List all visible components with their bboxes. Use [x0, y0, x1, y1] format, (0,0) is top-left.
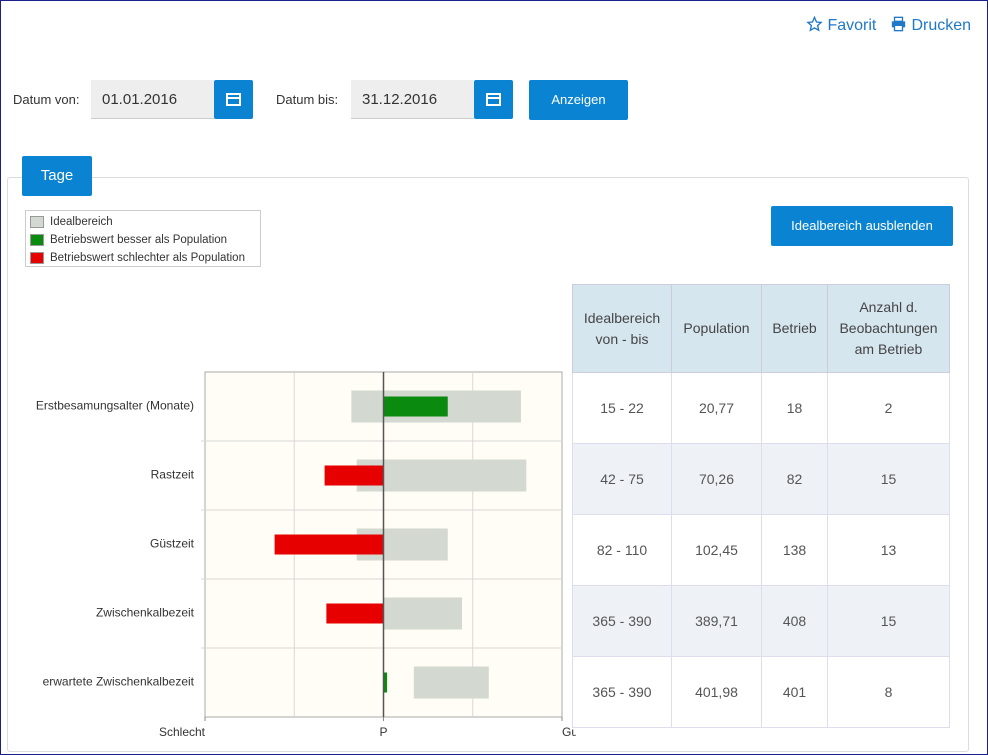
favorite-link[interactable]: Favorit: [806, 15, 877, 35]
legend-label: Betriebswert besser als Population: [50, 234, 228, 246]
table-cell: 15 - 22: [572, 372, 672, 444]
legend-item: Idealbereich: [30, 213, 256, 231]
table-cell: 2: [827, 372, 950, 444]
x-tick-label: P: [379, 725, 387, 739]
print-link[interactable]: Drucken: [890, 16, 971, 35]
column-header: Population: [671, 284, 762, 373]
table-cell: 102,45: [671, 514, 762, 586]
table-cell: 365 - 390: [572, 585, 672, 657]
legend-label: Idealbereich: [50, 216, 113, 228]
legend-item: Betriebswert schlechter als Population: [30, 249, 256, 267]
table-cell: 18: [761, 372, 828, 444]
ideal-bar: [413, 666, 489, 699]
table-cell: 15: [827, 443, 950, 515]
table-cell: 408: [761, 585, 828, 657]
table-cell: 20,77: [671, 372, 762, 444]
table-cell: 70,26: [671, 443, 762, 515]
legend-item: Betriebswert besser als Population: [30, 231, 256, 249]
legend-swatch: [30, 216, 44, 228]
column-header: Idealbereich von - bis: [572, 284, 672, 373]
row-label: Güstzeit: [150, 537, 195, 551]
from-label: Datum von:: [13, 92, 80, 107]
betrieb-bar: [274, 534, 384, 555]
betrieb-bar: [383, 672, 388, 693]
column-header: Anzahl d. Beobachtungen am Betrieb: [827, 284, 950, 373]
favorite-text: Favorit: [827, 17, 877, 34]
row-label: Zwischenkalbezeit: [96, 606, 195, 620]
ideal-bar: [383, 597, 463, 630]
legend: Idealbereich Betriebswert besser als Popu…: [25, 210, 261, 267]
table-cell: 82: [761, 443, 828, 515]
panel: [7, 177, 969, 752]
table-row: 15 - 22 20,77 18 2: [572, 372, 950, 444]
table-row: 82 - 110 102,45 138 13: [572, 514, 950, 586]
from-input[interactable]: 01.01.2016: [91, 80, 214, 119]
submit-button[interactable]: Anzeigen: [529, 80, 628, 120]
table: Idealbereich von - bis Population Betrieb A…: [572, 284, 950, 728]
table-cell: 138: [761, 514, 828, 586]
table-cell: 8: [827, 656, 950, 728]
tab[interactable]: Tage: [22, 156, 92, 196]
column-header: Betrieb: [761, 284, 828, 373]
betrieb-bar: [324, 465, 384, 486]
ideal-bar: [356, 459, 527, 492]
x-tick-label: Gut: [562, 725, 576, 739]
table-row: 365 - 390 389,71 408 15: [572, 585, 950, 657]
chart: Schlecht P Gut Erstbesamungsalter (Monate) R…: [36, 371, 576, 739]
table-row: 42 - 75 70,26 82 15: [572, 443, 950, 515]
betrieb-bar: [326, 603, 384, 624]
table-cell: 15: [827, 585, 950, 657]
table-cell: 401,98: [671, 656, 762, 728]
legend-swatch: [30, 234, 44, 246]
row-label: Erstbesamungsalter (Monate): [36, 399, 194, 413]
table-cell: 13: [827, 514, 950, 586]
print-icon: [891, 16, 906, 32]
to-input[interactable]: 31.12.2016: [351, 80, 474, 119]
table-cell: 42 - 75: [572, 443, 672, 515]
toggle-button[interactable]: Idealbereich ausblenden: [771, 206, 953, 246]
calendar-icon: [486, 93, 501, 106]
calendar-icon: [226, 93, 241, 106]
to-calendar[interactable]: [474, 80, 513, 119]
from-calendar[interactable]: [214, 80, 253, 119]
x-tick-label: Schlecht: [159, 725, 206, 739]
table-cell: 82 - 110: [572, 514, 672, 586]
table-cell: 389,71: [671, 585, 762, 657]
print-text: Drucken: [911, 17, 972, 34]
legend-swatch: [30, 252, 44, 264]
star-icon: [806, 15, 823, 32]
legend-label: Betriebswert schlechter als Population: [50, 252, 245, 264]
table-cell: 365 - 390: [572, 656, 672, 728]
row-label: Rastzeit: [151, 468, 195, 482]
betrieb-bar: [383, 396, 448, 417]
header-row: Idealbereich von - bis Population Betrieb A…: [572, 284, 950, 373]
row-label: erwartete Zwischenkalbezeit: [43, 675, 195, 689]
to-label: Datum bis:: [276, 92, 339, 107]
table-row: 365 - 390 401,98 401 8: [572, 656, 950, 728]
table-cell: 401: [761, 656, 828, 728]
